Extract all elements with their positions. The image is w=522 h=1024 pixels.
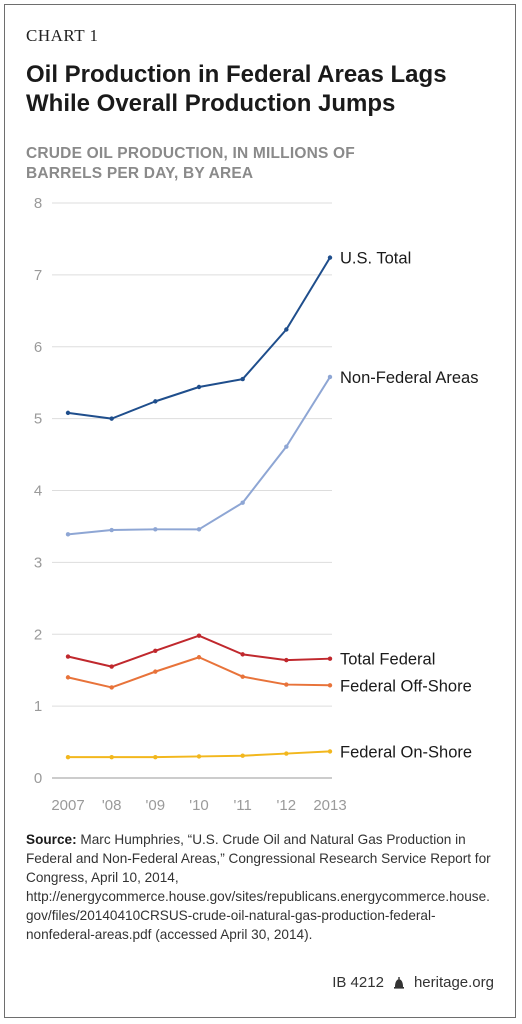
data-point xyxy=(109,416,114,421)
data-point xyxy=(65,675,71,680)
series-line xyxy=(67,376,331,536)
data-point xyxy=(240,500,245,505)
series-label: U.S. Total xyxy=(340,250,411,268)
x-tick-label: '10 xyxy=(189,797,209,814)
data-point xyxy=(327,656,333,661)
data-point xyxy=(240,674,245,679)
y-tick-label: 4 xyxy=(34,483,42,500)
y-tick-label: 3 xyxy=(34,554,42,571)
data-point xyxy=(327,683,333,688)
data-point xyxy=(327,749,333,754)
source-label: Source: xyxy=(26,832,77,847)
series-label: Federal On-Shore xyxy=(340,743,472,761)
y-tick-label: 6 xyxy=(34,339,42,356)
website-link[interactable]: heritage.org xyxy=(413,974,494,991)
data-point xyxy=(240,652,245,657)
y-tick-label: 7 xyxy=(34,267,42,284)
x-tick-label: 2013 xyxy=(313,797,346,814)
data-point xyxy=(196,527,202,532)
series-label: Total Federal xyxy=(340,651,435,669)
y-tick-label: 0 xyxy=(34,770,42,787)
x-tick-label: '12 xyxy=(277,797,297,814)
data-point xyxy=(196,655,202,660)
data-point xyxy=(284,682,289,687)
y-tick-label: 8 xyxy=(34,195,42,212)
data-point xyxy=(109,685,114,690)
liberty-bell-icon xyxy=(393,976,404,989)
data-point xyxy=(284,751,289,756)
data-point xyxy=(240,376,245,382)
chart-frame xyxy=(4,4,516,1018)
x-tick-label: '11 xyxy=(233,797,251,814)
chart-number: CHART 1 xyxy=(26,26,99,45)
issue-brief-id: IB 4212 xyxy=(332,974,384,991)
data-point xyxy=(153,754,158,760)
data-point xyxy=(65,410,71,416)
data-point xyxy=(65,754,71,760)
chart-subtitle: CRUDE OIL PRODUCTION, IN MILLIONS OF BAR… xyxy=(26,145,355,182)
data-point xyxy=(153,669,158,674)
y-tick-label: 2 xyxy=(34,626,42,643)
data-point xyxy=(327,374,333,380)
series-label: Federal Off-Shore xyxy=(340,677,472,695)
series-label: Non-Federal Areas xyxy=(340,369,479,387)
footer: IB 4212 heritage.org xyxy=(332,974,494,991)
data-point xyxy=(196,384,202,390)
x-tick-label: '08 xyxy=(102,797,122,814)
source-note: Source: Marc Humphries, “U.S. Crude Oil … xyxy=(26,830,496,944)
line-chart: 0 1 2 3 4 5 6 7 8 2007 '08 '09 '10 '11 '12 2013 U.S. Tot… xyxy=(34,195,479,814)
data-point xyxy=(284,327,289,332)
data-point xyxy=(196,754,202,759)
data-point xyxy=(65,532,71,537)
data-point xyxy=(65,654,71,659)
x-tick-label: '09 xyxy=(146,797,166,814)
data-point xyxy=(109,664,114,669)
data-point xyxy=(284,444,289,449)
chart-title: Oil Production in Federal Areas Lags Whi… xyxy=(26,61,447,117)
data-point xyxy=(153,527,158,532)
data-point xyxy=(196,633,202,638)
data-point xyxy=(240,753,245,758)
source-text: Marc Humphries, “U.S. Crude Oil and Natu… xyxy=(26,832,491,942)
y-tick-label: 1 xyxy=(34,698,42,715)
y-tick-label: 5 xyxy=(34,411,42,428)
x-tick-label: 2007 xyxy=(51,797,84,814)
data-point xyxy=(284,657,289,663)
series-line xyxy=(67,656,331,689)
data-point xyxy=(153,399,158,404)
series-line xyxy=(67,257,331,420)
data-point xyxy=(109,527,114,533)
data-point xyxy=(153,648,158,653)
data-point xyxy=(327,255,333,260)
data-point xyxy=(109,754,114,760)
series-line xyxy=(67,634,331,668)
